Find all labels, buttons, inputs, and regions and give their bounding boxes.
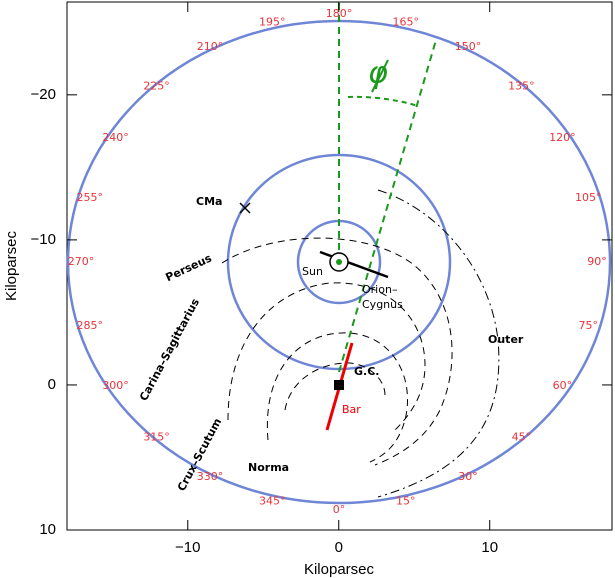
longitude-label: 330° [197, 470, 224, 483]
longitude-label: 345° [259, 495, 286, 508]
longitude-label: 60° [553, 379, 573, 392]
longitude-label: 105° [575, 191, 602, 204]
x-axis-title: Kiloparsec [304, 561, 375, 578]
norma-label: Norma [248, 461, 289, 474]
longitude-label: 150° [455, 40, 482, 53]
phi-stroke [371, 59, 389, 93]
y-tick-label: 0 [48, 376, 56, 393]
longitude-label: 270° [68, 255, 95, 268]
cygnus-label: Cygnus [362, 298, 403, 311]
longitude-label: 180° [326, 7, 353, 20]
longitude-label: 120° [549, 131, 576, 144]
sun-dot [336, 259, 342, 265]
longitude-label: 135° [508, 80, 535, 93]
x-tick-label: 0 [335, 539, 343, 556]
x-tick-label: 10 [481, 539, 498, 556]
outer-arm [377, 189, 500, 498]
outer-label: Outer [488, 333, 524, 346]
y-tick-label: −10 [31, 231, 56, 248]
bar-label: Bar [342, 403, 361, 416]
longitude-label: 165° [393, 15, 420, 28]
norma-arm [284, 362, 386, 411]
longitude-label: 315° [143, 430, 170, 443]
crux-arm [266, 332, 409, 463]
longitude-label: 0° [333, 503, 346, 516]
longitude-label: 195° [259, 15, 286, 28]
cma-label: CMa [196, 195, 222, 208]
longitude-label: 30° [458, 470, 478, 483]
perseus-label: Perseus [164, 251, 215, 284]
longitude-label: 45° [512, 430, 532, 443]
longitude-label: 90° [587, 255, 607, 268]
longitude-label: 210° [197, 40, 224, 53]
y-tick-label: 10 [39, 521, 56, 538]
longitude-label: 15° [396, 495, 416, 508]
y-axis-title: Kiloparsec [3, 230, 20, 301]
perseus-arm [221, 237, 453, 466]
arms [221, 189, 500, 498]
orion-label: Orion– [362, 283, 397, 296]
sun-label: Sun [302, 265, 323, 278]
longitude-label: 75° [578, 319, 598, 332]
angle-lines [338, 2, 437, 373]
y-tick-label: −20 [31, 86, 56, 103]
gc-marker [334, 380, 344, 390]
gc-line [338, 39, 437, 373]
longitude-label: 300° [102, 379, 129, 392]
carina-label: Carina–Sagittarius [137, 296, 202, 403]
carina-arm [227, 282, 426, 431]
longitude-label: 240° [102, 131, 129, 144]
longitude-label: 255° [77, 191, 104, 204]
longitude-label: 285° [77, 319, 104, 332]
x-tick-label: −10 [175, 539, 200, 556]
cma-marker [239, 202, 251, 214]
phi-label: φ [368, 56, 388, 91]
longitude-label: 225° [143, 80, 170, 93]
phi-arc [347, 95, 419, 107]
gc-label: G.C. [354, 365, 379, 378]
